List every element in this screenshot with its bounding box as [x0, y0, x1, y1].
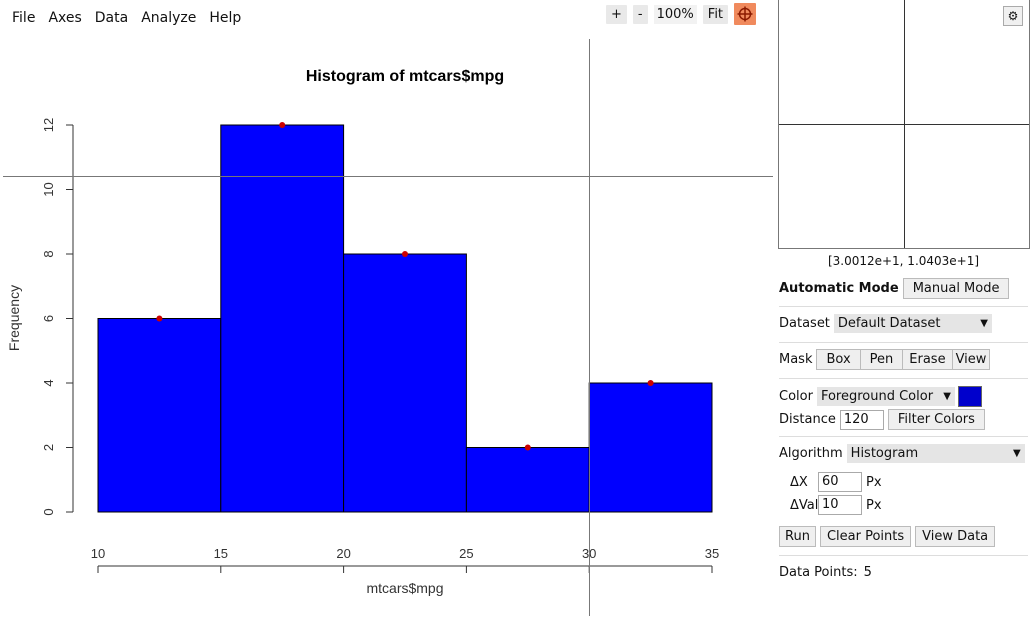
y-tick-label: 0 [41, 508, 56, 515]
crosshair-toggle-button[interactable] [734, 3, 757, 25]
color-select[interactable]: Foreground Color ▼ [816, 387, 955, 406]
zoom-out-button[interactable]: - [632, 4, 648, 24]
y-tick-label: 12 [41, 118, 56, 132]
data-point[interactable] [156, 315, 163, 322]
fit-button[interactable]: Fit [702, 4, 729, 24]
color-label: Color [779, 389, 813, 404]
x-tick-label: 25 [459, 546, 473, 561]
y-axis-label: Frequency [6, 285, 22, 351]
histogram-bar [343, 253, 467, 513]
zoom-toolbar: + - 100% Fit [606, 3, 757, 25]
color-value: Foreground Color [820, 389, 934, 404]
dropdown-arrow-icon: ▼ [980, 318, 988, 329]
chart-title: Histogram of mtcars$mpg [306, 68, 504, 85]
menu-file[interactable]: File [12, 10, 36, 26]
dropdown-arrow-icon: ▼ [1012, 448, 1021, 459]
menu-help[interactable]: Help [209, 10, 242, 26]
menu-data[interactable]: Data [94, 10, 129, 26]
divider [779, 342, 1028, 343]
zoom-in-button[interactable]: + [606, 4, 627, 24]
magnifier-view: ⚙ [778, 0, 1030, 249]
distance-label: Distance [779, 412, 836, 427]
histogram-bar [588, 382, 713, 513]
y-tick-label: 6 [41, 315, 56, 322]
magnifier-crosshair-v [904, 0, 905, 248]
cursor-coordinates: [3.0012e+1, 1.0403e+1] [827, 254, 980, 268]
divider [779, 378, 1028, 379]
histogram-bar [465, 447, 590, 513]
dval-input[interactable]: 10 [818, 495, 862, 515]
plot-canvas[interactable]: Histogram of mtcars$mpg 10 15 20 25 30 35 024… [0, 36, 775, 628]
y-tick-label: 8 [41, 250, 56, 257]
menu-analyze[interactable]: Analyze [141, 10, 197, 26]
gear-icon[interactable]: ⚙ [1003, 6, 1023, 26]
color-swatch[interactable] [957, 386, 982, 407]
dropdown-arrow-icon: ▼ [943, 391, 951, 402]
data-point[interactable] [279, 122, 286, 128]
x-tick-label: 15 [214, 546, 228, 561]
x-tick-label: 20 [336, 546, 350, 561]
dataset-label: Dataset [779, 316, 830, 331]
mask-label: Mask [779, 352, 813, 367]
x-tick-label: 35 [705, 546, 719, 561]
divider [779, 306, 1028, 307]
mask-erase-button[interactable]: Erase [903, 349, 953, 370]
dataset-value: Default Dataset [837, 316, 941, 331]
menu-bar: File Axes Data Analyze Help [0, 0, 247, 36]
dval-label: ΔVal [790, 497, 819, 513]
y-tick-label: 2 [41, 444, 56, 451]
algorithm-label: Algorithm [779, 446, 843, 461]
algorithm-value: Histogram [850, 446, 919, 461]
x-axis-label: mtcars$mpg [366, 580, 443, 596]
algorithm-select[interactable]: Histogram ▼ [846, 444, 1025, 463]
mask-box-button[interactable]: Box [816, 349, 861, 370]
zoom-level: 100% [653, 4, 697, 24]
mask-view-button[interactable]: View [952, 349, 991, 370]
data-points-label: Data Points: [779, 565, 858, 580]
dx-input[interactable]: 60 [818, 472, 862, 492]
data-point[interactable] [524, 444, 531, 451]
distance-input[interactable]: 120 [839, 409, 884, 430]
dval-unit: Px [866, 497, 882, 513]
y-tick-label: 10 [41, 182, 56, 196]
histogram-bar [97, 318, 222, 513]
crosshair-icon [737, 6, 753, 22]
filter-colors-button[interactable]: Filter Colors [887, 409, 985, 430]
y-tick-label: 4 [41, 379, 56, 386]
automatic-mode-label[interactable]: Automatic Mode [779, 281, 899, 296]
mask-pen-button[interactable]: Pen [860, 349, 904, 370]
data-point[interactable] [647, 380, 654, 386]
view-data-button[interactable]: View Data [915, 526, 996, 547]
divider [779, 436, 1028, 437]
run-button[interactable]: Run [779, 526, 816, 547]
dataset-select[interactable]: Default Dataset ▼ [833, 314, 992, 333]
manual-mode-button[interactable]: Manual Mode [902, 278, 1010, 299]
data-point[interactable] [402, 251, 408, 257]
histogram-bar [220, 124, 345, 513]
dx-unit: Px [866, 474, 882, 490]
data-points-count: 5 [863, 565, 872, 580]
menu-axes[interactable]: Axes [48, 10, 82, 26]
x-tick-label: 10 [91, 546, 105, 561]
control-panel: ⚙ [3.0012e+1, 1.0403e+1] Automatic Mode … [777, 0, 1030, 628]
clear-points-button[interactable]: Clear Points [819, 526, 912, 547]
dx-label: ΔX [790, 474, 808, 490]
divider [779, 555, 1028, 556]
